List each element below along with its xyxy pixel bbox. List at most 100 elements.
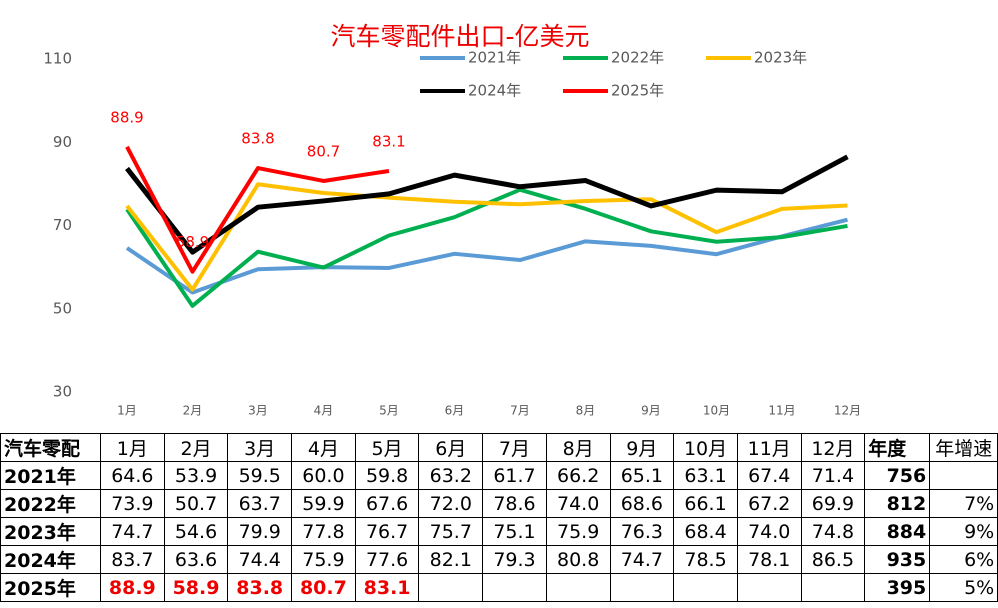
table-cell (609, 573, 675, 602)
table-cell: 67.4 (736, 461, 802, 490)
chart: 汽车零配件出口-亿美元 30 50 70 90 110 1月 2月 3月 4月 5月 6月 7月 8月 9… (43, 22, 861, 418)
table-cell: 66.1 (673, 489, 738, 518)
table-cell: 74.0 (736, 517, 802, 546)
table-cell: 63.1 (673, 461, 738, 490)
table-cell: 59.9 (291, 489, 356, 518)
x-tick-label: 5月 (379, 404, 399, 418)
table-cell: 63.7 (227, 489, 293, 518)
table-cell: 5% (929, 573, 998, 602)
table-cell (929, 461, 998, 490)
table-cell: 77.8 (291, 517, 356, 546)
table-cell: 4月 (291, 433, 356, 462)
table-cell: 59.5 (227, 461, 293, 490)
table-cell: 2024年 (0, 545, 101, 574)
table-cell: 7月 (482, 433, 547, 462)
table-cell: 63.6 (163, 545, 229, 574)
table-cell: 50.7 (163, 489, 229, 518)
data-table: 汽车零配 1月 2月 3月 4月 5月 6月 7月 8月 9月 10月 11月 12月 年度 年增速 2021… (0, 433, 998, 602)
table-cell: 72.0 (418, 489, 484, 518)
data-label: 58.9 (176, 233, 209, 251)
table-cell: 68.6 (609, 489, 675, 518)
table-cell: 884 (864, 517, 931, 546)
x-tick-label: 9月 (641, 404, 661, 418)
table-row: 2022年 73.9 50.7 63.7 59.9 67.6 72.0 78.6 74.0 68.… (0, 489, 998, 518)
chart-title: 汽车零配件出口-亿美元 (330, 22, 589, 51)
table-cell (545, 573, 611, 602)
table-cell: 53.9 (163, 461, 229, 490)
table-cell: 83.7 (100, 545, 165, 574)
table-cell: 83.8 (227, 573, 293, 602)
series-line (125, 145, 390, 274)
table-cell: 3月 (227, 433, 293, 462)
table-cell: 6% (929, 545, 998, 574)
table-cell: 79.3 (482, 545, 547, 574)
table-cell: 80.7 (291, 573, 356, 602)
table-cell: 12月 (800, 433, 866, 462)
table-cell: 年增速 (929, 433, 998, 462)
y-tick-label: 110 (43, 50, 72, 68)
data-label: 88.9 (110, 108, 143, 126)
table-cell: 74.0 (545, 489, 611, 518)
y-tick-label: 30 (53, 383, 72, 401)
legend-label: 2023年 (754, 49, 807, 67)
table-cell: 63.2 (418, 461, 484, 490)
table-cell: 82.1 (418, 545, 484, 574)
table-cell: 59.8 (354, 461, 420, 490)
table-row: 2024年 83.7 63.6 74.4 75.9 77.6 82.1 79.3 80.8 74.… (0, 545, 998, 574)
x-tick-label: 2月 (183, 404, 203, 418)
table-row: 2025年 88.9 58.9 83.8 80.7 83.1 395 5% (0, 573, 998, 602)
table-cell (482, 573, 547, 602)
legend-label: 2025年 (611, 82, 664, 100)
table-cell: 73.9 (100, 489, 165, 518)
x-tick-label: 7月 (510, 404, 530, 418)
table-cell: 2023年 (0, 517, 101, 546)
x-tick-label: 4月 (314, 404, 334, 418)
legend-label: 2021年 (468, 49, 521, 67)
table-cell: 汽车零配 (0, 433, 101, 462)
table-cell: 74.7 (100, 517, 165, 546)
data-label: 83.1 (372, 132, 405, 150)
table-cell: 7% (929, 489, 998, 518)
table-cell: 78.6 (482, 489, 547, 518)
table-cell: 395 (864, 573, 931, 602)
legend-label: 2022年 (611, 49, 664, 67)
table-cell: 88.9 (100, 573, 165, 602)
table-cell: 9% (929, 517, 998, 546)
table-cell: 54.6 (163, 517, 229, 546)
table-cell: 77.6 (354, 545, 420, 574)
x-tick-label: 3月 (248, 404, 268, 418)
data-label: 80.7 (307, 142, 340, 160)
series-line (125, 182, 848, 292)
table-cell: 75.9 (545, 517, 611, 546)
x-tick-label: 10月 (703, 404, 730, 418)
table-cell: 935 (864, 545, 931, 574)
x-tick-label: 11月 (768, 404, 795, 418)
table-cell: 66.2 (545, 461, 611, 490)
table-cell: 74.8 (800, 517, 866, 546)
table-cell: 812 (864, 489, 931, 518)
table-cell: 9月 (609, 433, 675, 462)
table-cell: 2025年 (0, 573, 101, 602)
table-cell: 年度 (864, 433, 931, 462)
table-row: 2023年 74.7 54.6 79.9 77.8 76.7 75.7 75.1 75.9 76.… (0, 517, 998, 546)
legend-label: 2024年 (468, 82, 521, 100)
table-cell: 75.1 (482, 517, 547, 546)
table-cell: 756 (864, 461, 931, 490)
x-tick-label: 6月 (445, 404, 465, 418)
x-tick-label: 8月 (576, 404, 596, 418)
table-cell: 2月 (163, 433, 229, 462)
table-cell (418, 573, 484, 602)
table-cell: 71.4 (800, 461, 866, 490)
x-tick-label: 12月 (834, 404, 861, 418)
table-cell (800, 573, 866, 602)
table-cell: 80.8 (545, 545, 611, 574)
table-cell: 75.9 (291, 545, 356, 574)
table-cell (673, 573, 738, 602)
table-cell: 74.4 (227, 545, 293, 574)
table-cell: 79.9 (227, 517, 293, 546)
table-cell: 6月 (418, 433, 484, 462)
table-cell: 5月 (354, 433, 420, 462)
table-cell (736, 573, 802, 602)
table-cell: 10月 (673, 433, 738, 462)
